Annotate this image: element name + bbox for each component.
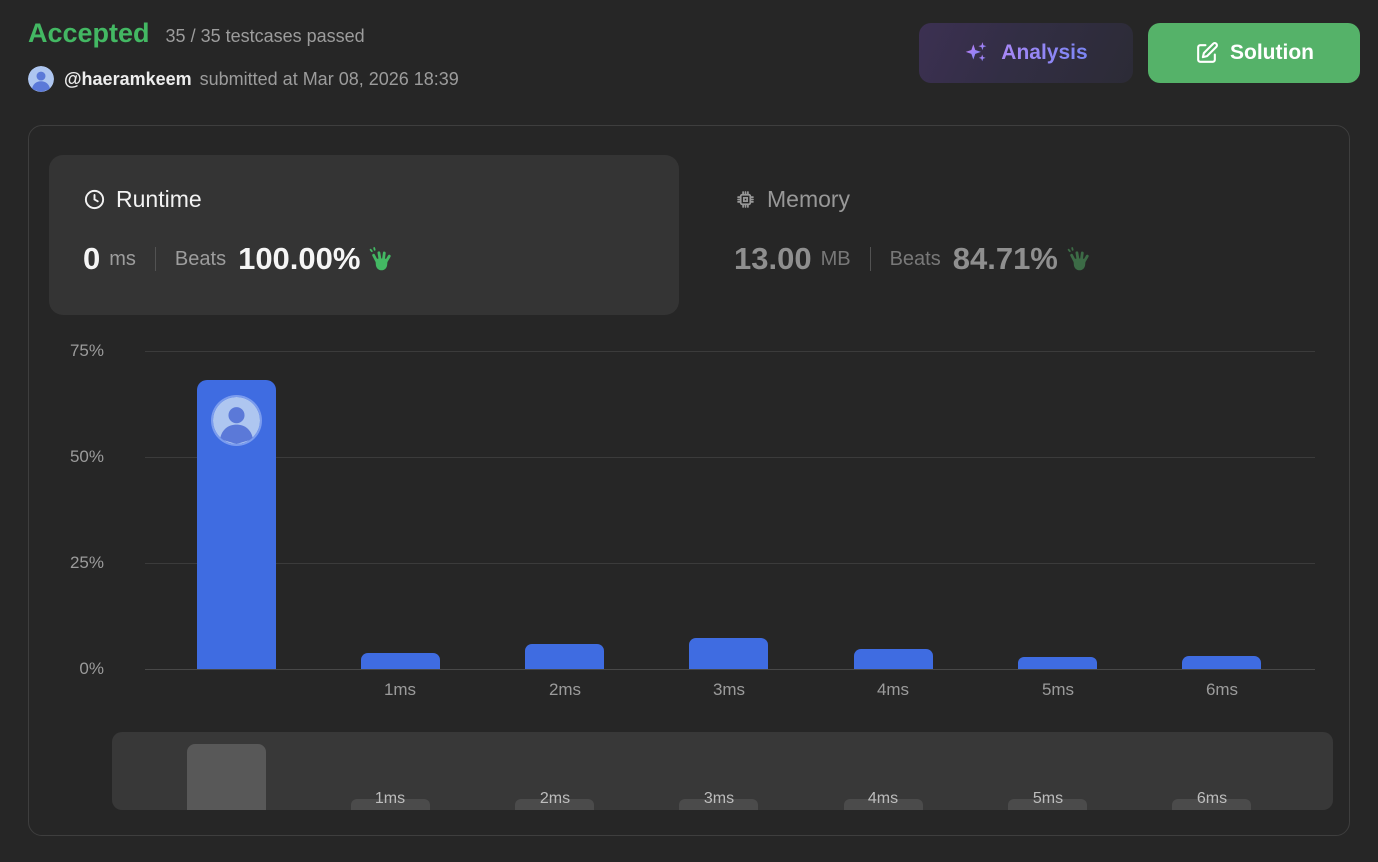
bar-avatar-marker bbox=[213, 397, 260, 444]
minimap-bar-3ms bbox=[679, 799, 758, 810]
chip-icon bbox=[737, 191, 754, 208]
minimap-label: 1ms bbox=[374, 790, 406, 807]
runtime-bar-6ms[interactable] bbox=[1182, 656, 1261, 669]
runtime-beats-label: Beats bbox=[174, 247, 227, 270]
clock-icon bbox=[84, 189, 105, 210]
memory-value-row: 13.00 MB Beats 84.71% bbox=[734, 241, 1093, 277]
x-axis-label: 6ms bbox=[1205, 680, 1239, 699]
x-axis-label: 1ms bbox=[383, 680, 417, 699]
minimap-bar-2ms bbox=[515, 799, 594, 810]
minimap-label: 5ms bbox=[1032, 790, 1064, 807]
runtime-bar-5ms[interactable] bbox=[1018, 657, 1097, 669]
x-axis-label: 5ms bbox=[1041, 680, 1075, 699]
runtime-bar-4ms[interactable] bbox=[854, 649, 933, 669]
memory-beats-value: 84.71% bbox=[952, 241, 1058, 276]
x-axis-label: 4ms bbox=[876, 680, 910, 699]
x-axis-label: 2ms bbox=[548, 680, 582, 699]
y-axis-label: 25% bbox=[69, 553, 104, 572]
y-axis-label: 50% bbox=[69, 447, 104, 466]
runtime-unit: ms bbox=[109, 247, 136, 270]
runtime-beats-value: 100.00% bbox=[238, 241, 361, 276]
grid-line bbox=[145, 669, 1315, 670]
minimap-bar-6ms bbox=[1172, 799, 1251, 810]
user-avatar bbox=[28, 66, 54, 92]
runtime-panel[interactable]: Runtime 0 ms Beats 100.00% bbox=[49, 155, 679, 315]
minimap-bar-1ms bbox=[351, 799, 430, 810]
analysis-button[interactable]: Analysis bbox=[919, 23, 1133, 83]
runtime-bar-1ms[interactable] bbox=[361, 653, 440, 669]
y-axis-label: 0% bbox=[79, 659, 104, 678]
runtime-title: Runtime bbox=[116, 186, 202, 212]
runtime-bar-3ms[interactable] bbox=[689, 638, 768, 669]
waving-hand-icon bbox=[1067, 246, 1089, 270]
memory-value: 13.00 bbox=[734, 241, 812, 276]
runtime-value-row: 0 ms Beats 100.00% bbox=[83, 241, 395, 277]
memory-title: Memory bbox=[767, 186, 851, 212]
result-card bbox=[28, 125, 1350, 836]
minimap-bar-5ms bbox=[1008, 799, 1087, 810]
header-buttons: Analysis Solution bbox=[919, 23, 1360, 83]
minimap-bar-4ms bbox=[844, 799, 923, 810]
minimap-label: 4ms bbox=[867, 790, 899, 807]
memory-beats-label: Beats bbox=[889, 247, 941, 270]
user-avatar-icon bbox=[28, 66, 54, 92]
memory-panel-title: Memory bbox=[734, 186, 850, 213]
grid-line bbox=[145, 563, 1315, 564]
sparkles-icon bbox=[966, 42, 987, 62]
chart-range-slider[interactable]: 1ms 2ms 3ms 4ms 5ms 6ms bbox=[112, 732, 1333, 810]
memory-panel[interactable]: Memory 13.00 MB Beats 84.71% bbox=[700, 155, 1330, 315]
runtime-panel-title: Runtime bbox=[83, 186, 202, 213]
value-divider bbox=[154, 247, 156, 271]
edit-icon bbox=[1197, 41, 1218, 63]
waving-hand-icon bbox=[370, 246, 392, 270]
solution-button[interactable]: Solution bbox=[1148, 23, 1360, 83]
minimap-bar-0ms bbox=[187, 744, 266, 810]
y-axis-label: 75% bbox=[69, 341, 104, 360]
username-text[interactable]: @haeramkeem bbox=[64, 68, 192, 89]
grid-line bbox=[145, 457, 1315, 458]
value-divider bbox=[869, 247, 871, 271]
testcases-text: 35 / 35 testcases passed bbox=[165, 26, 365, 46]
minimap-label: 2ms bbox=[539, 790, 571, 807]
minimap-label: 3ms bbox=[703, 790, 735, 807]
runtime-value: 0 bbox=[83, 241, 101, 276]
x-axis-label: 3ms bbox=[712, 680, 746, 699]
status-text: Accepted bbox=[28, 18, 150, 48]
runtime-bar-2ms[interactable] bbox=[525, 644, 604, 669]
grid-line bbox=[145, 351, 1315, 352]
author-row: @haeramkeem submitted at Mar 08, 2026 18… bbox=[28, 66, 459, 92]
memory-unit: MB bbox=[820, 247, 851, 270]
submitted-text: submitted at Mar 08, 2026 18:39 bbox=[199, 68, 459, 89]
minimap-label: 6ms bbox=[1196, 790, 1228, 807]
status-row: Accepted 35 / 35 testcases passed bbox=[28, 16, 365, 50]
analysis-label: Analysis bbox=[1001, 41, 1088, 64]
solution-label: Solution bbox=[1230, 41, 1314, 64]
